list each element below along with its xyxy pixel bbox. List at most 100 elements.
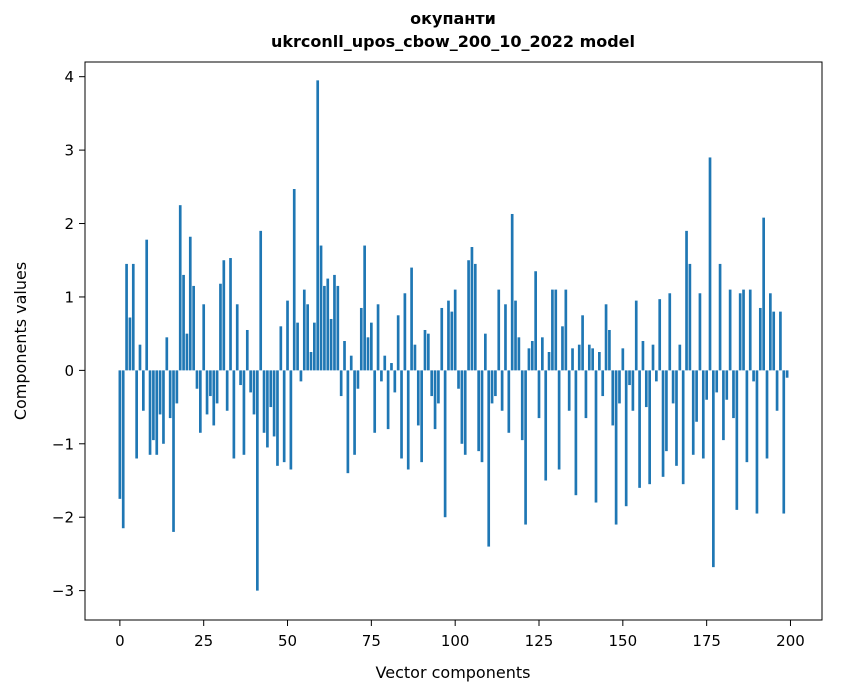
bar bbox=[601, 370, 605, 397]
bar bbox=[527, 348, 531, 371]
x-tick-label: 175 bbox=[692, 632, 721, 650]
bar bbox=[732, 370, 735, 419]
bar bbox=[339, 370, 343, 397]
bar bbox=[678, 344, 682, 371]
bar bbox=[517, 337, 521, 371]
bar bbox=[621, 348, 625, 371]
bar bbox=[443, 370, 447, 518]
bar bbox=[313, 322, 316, 371]
bar bbox=[591, 348, 594, 371]
bar bbox=[497, 289, 501, 371]
plot-area-frame bbox=[84, 61, 823, 621]
bar bbox=[655, 370, 658, 382]
bar bbox=[128, 317, 132, 371]
bar bbox=[323, 285, 326, 371]
bar bbox=[510, 213, 514, 371]
bar bbox=[534, 271, 537, 371]
bar bbox=[269, 370, 273, 408]
bar bbox=[641, 341, 645, 371]
bar bbox=[460, 370, 464, 444]
bars-group bbox=[118, 80, 789, 591]
bar bbox=[745, 370, 749, 463]
bar bbox=[306, 304, 309, 371]
bar bbox=[299, 370, 303, 382]
bar bbox=[557, 370, 561, 470]
bar bbox=[564, 289, 568, 371]
bar bbox=[349, 355, 353, 371]
bar bbox=[215, 370, 219, 404]
bar bbox=[782, 370, 786, 514]
bar bbox=[383, 355, 387, 371]
bar bbox=[296, 322, 299, 371]
bar bbox=[688, 263, 692, 371]
bar bbox=[316, 80, 320, 371]
bar bbox=[302, 289, 306, 371]
bar bbox=[691, 370, 695, 455]
bar bbox=[514, 300, 517, 371]
y-tick-label: 0 bbox=[64, 362, 74, 380]
bar bbox=[701, 370, 705, 459]
x-tick-label: 50 bbox=[278, 632, 297, 650]
bar bbox=[765, 370, 769, 459]
bar bbox=[728, 289, 732, 371]
bar bbox=[484, 333, 487, 371]
bar bbox=[440, 307, 444, 371]
bar bbox=[138, 344, 142, 371]
bar bbox=[363, 245, 366, 371]
chart-title: окупанти bbox=[410, 9, 496, 28]
bar bbox=[718, 263, 722, 371]
bar bbox=[356, 370, 360, 389]
bar bbox=[376, 304, 380, 371]
bar bbox=[292, 189, 296, 371]
bar bbox=[373, 370, 377, 433]
bar bbox=[453, 289, 457, 371]
bar bbox=[551, 289, 554, 371]
bar bbox=[289, 370, 293, 470]
bar bbox=[158, 370, 162, 415]
x-tick-label: 0 bbox=[115, 632, 125, 650]
bar bbox=[473, 263, 477, 371]
chart-subtitle: ukrconll_upos_cbow_200_10_2022 model bbox=[271, 32, 635, 51]
bar bbox=[524, 370, 527, 525]
bar bbox=[172, 370, 175, 532]
bar bbox=[715, 370, 719, 393]
bar bbox=[772, 311, 776, 371]
bar bbox=[165, 337, 169, 371]
bar bbox=[121, 370, 125, 529]
bar bbox=[477, 370, 480, 452]
bar bbox=[705, 370, 708, 400]
bar bbox=[651, 344, 655, 371]
bar bbox=[581, 315, 584, 371]
bar bbox=[665, 370, 668, 452]
bar bbox=[634, 300, 638, 371]
x-tick-label: 200 bbox=[776, 632, 805, 650]
bar bbox=[608, 329, 611, 371]
bar bbox=[359, 307, 363, 371]
x-tick-label: 75 bbox=[362, 632, 381, 650]
bar bbox=[192, 285, 195, 371]
bar bbox=[547, 352, 551, 371]
bar bbox=[266, 370, 269, 448]
bar bbox=[671, 370, 675, 404]
bar bbox=[135, 370, 138, 459]
bar bbox=[142, 370, 145, 411]
bar bbox=[668, 293, 672, 371]
bar bbox=[561, 326, 564, 371]
y-tick-label: −3 bbox=[52, 582, 74, 600]
bar bbox=[168, 370, 172, 419]
bar bbox=[470, 247, 474, 371]
bar bbox=[229, 258, 232, 371]
bar bbox=[366, 337, 370, 371]
y-tick-label: 4 bbox=[64, 68, 74, 86]
bar bbox=[712, 370, 715, 568]
bar bbox=[708, 157, 712, 371]
bar bbox=[256, 370, 259, 591]
bar bbox=[162, 370, 165, 444]
bar bbox=[329, 318, 333, 371]
bar bbox=[507, 370, 511, 433]
bar bbox=[202, 304, 206, 371]
bar bbox=[490, 370, 494, 404]
bar bbox=[155, 370, 159, 455]
